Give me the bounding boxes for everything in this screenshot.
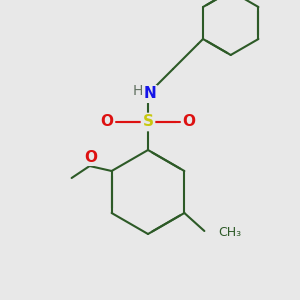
Text: O: O <box>182 115 196 130</box>
Text: H: H <box>133 84 143 98</box>
Text: N: N <box>144 86 156 101</box>
Text: CH₃: CH₃ <box>218 226 242 239</box>
Text: S: S <box>142 115 154 130</box>
Text: O: O <box>84 149 97 164</box>
Text: O: O <box>100 115 113 130</box>
